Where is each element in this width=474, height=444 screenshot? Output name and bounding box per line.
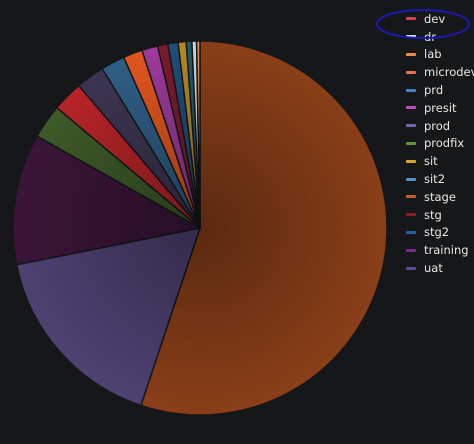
legend-label: prod bbox=[424, 118, 451, 133]
legend-swatch bbox=[406, 230, 416, 234]
legend-label: lab bbox=[424, 47, 442, 62]
legend-item-prod[interactable]: prod bbox=[406, 117, 474, 135]
legend-item-dr[interactable]: dr bbox=[406, 28, 474, 46]
legend-item-uat[interactable]: uat bbox=[406, 259, 474, 277]
legend-label: stg2 bbox=[424, 225, 450, 240]
legend-swatch bbox=[406, 195, 416, 199]
legend-swatch bbox=[406, 177, 416, 181]
legend-item-stg2[interactable]: stg2 bbox=[406, 224, 474, 242]
legend-item-stg[interactable]: stg bbox=[406, 206, 474, 224]
legend-item-microdev[interactable]: microdev bbox=[406, 63, 474, 81]
legend-swatch bbox=[406, 17, 416, 21]
legend-swatch bbox=[406, 88, 416, 92]
legend-label: prd bbox=[424, 83, 444, 98]
legend-item-prd[interactable]: prd bbox=[406, 81, 474, 99]
legend-label: training bbox=[424, 243, 469, 258]
legend-item-sit2[interactable]: sit2 bbox=[406, 170, 474, 188]
legend-swatch bbox=[406, 124, 416, 128]
legend-label: dr bbox=[424, 29, 437, 44]
legend-item-stage[interactable]: stage bbox=[406, 188, 474, 206]
legend-swatch bbox=[406, 52, 416, 56]
legend-item-sit[interactable]: sit bbox=[406, 152, 474, 170]
legend-label: stg bbox=[424, 207, 442, 222]
legend-swatch bbox=[406, 35, 416, 39]
legend-item-presit[interactable]: presit bbox=[406, 99, 474, 117]
legend-swatch bbox=[406, 106, 416, 110]
legend-label: microdev bbox=[424, 65, 474, 80]
legend-label: presit bbox=[424, 100, 457, 115]
legend-item-prodfix[interactable]: prodfix bbox=[406, 135, 474, 153]
legend-item-training[interactable]: training bbox=[406, 241, 474, 259]
legend-label: sit bbox=[424, 154, 438, 169]
legend-swatch bbox=[406, 266, 416, 270]
legend-label: prodfix bbox=[424, 136, 465, 151]
legend-item-lab[interactable]: lab bbox=[406, 46, 474, 64]
legend-label: uat bbox=[424, 261, 443, 276]
legend-swatch bbox=[406, 159, 416, 163]
pie-chart bbox=[12, 40, 388, 416]
legend-swatch bbox=[406, 248, 416, 252]
legend-label: sit2 bbox=[424, 172, 446, 187]
legend-swatch bbox=[406, 213, 416, 217]
legend: dev dr lab microdev prd presit prod prodfix sit s… bbox=[406, 10, 474, 277]
legend-swatch bbox=[406, 141, 416, 145]
legend-label: stage bbox=[424, 189, 456, 204]
legend-label: dev bbox=[424, 11, 446, 26]
legend-item-dev[interactable]: dev bbox=[406, 10, 474, 28]
legend-swatch bbox=[406, 70, 416, 74]
